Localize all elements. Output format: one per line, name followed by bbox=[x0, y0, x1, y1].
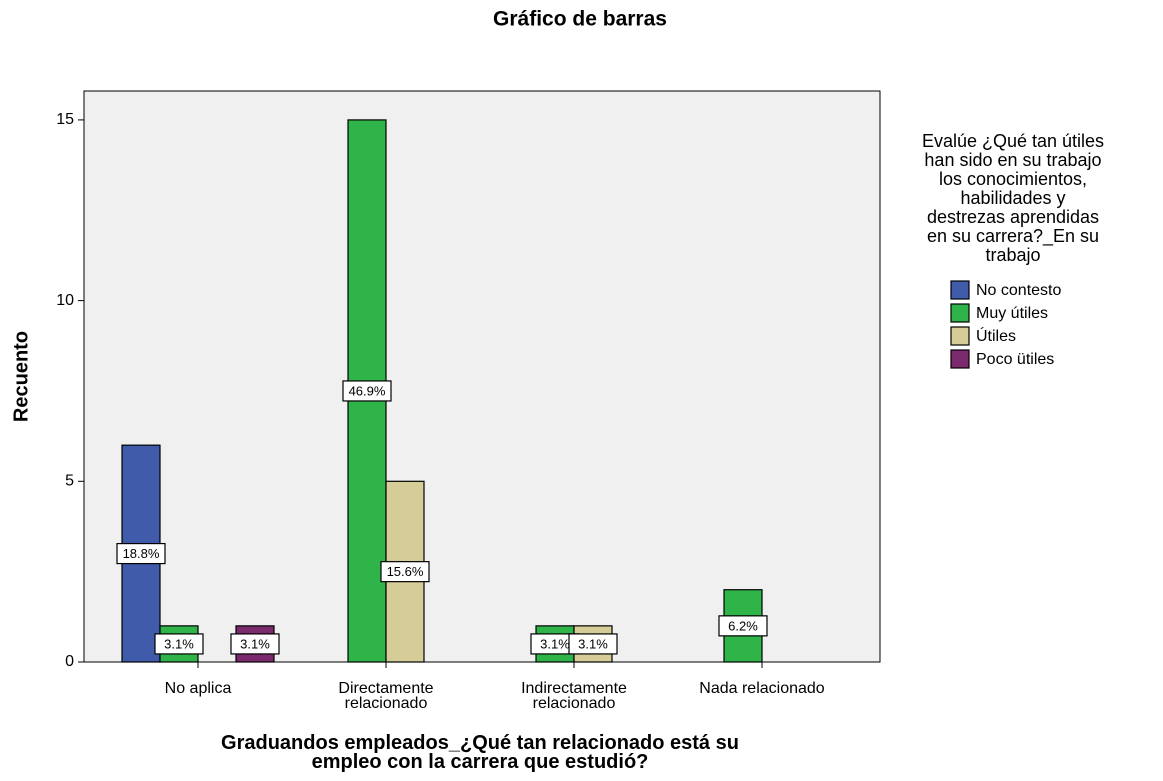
value-label-box bbox=[342, 380, 392, 402]
legend-swatch bbox=[950, 280, 970, 300]
value-label: 18.8% bbox=[123, 546, 160, 561]
x-tick-label: Indirectamente relacionado bbox=[521, 680, 627, 712]
y-tick-label: 10 bbox=[56, 292, 74, 309]
legend-swatch bbox=[950, 349, 970, 369]
value-label-box bbox=[380, 561, 430, 583]
value-label-box bbox=[568, 633, 618, 655]
y-tick-label: 5 bbox=[65, 473, 74, 490]
value-label: 15.6% bbox=[387, 564, 424, 579]
x-axis-label: Graduandos empleados_¿Qué tan relacionad… bbox=[221, 732, 739, 773]
x-tick-label: Directamente relacionado bbox=[338, 680, 433, 712]
y-tick-label: 15 bbox=[56, 111, 74, 128]
legend-title: Evalúe ¿Qué tan útiles han sido en su tra… bbox=[922, 131, 1104, 265]
x-tick-label: No aplica bbox=[165, 680, 232, 697]
plot-area bbox=[83, 90, 881, 663]
value-label: 3.1% bbox=[240, 636, 270, 651]
legend-swatch bbox=[950, 326, 970, 346]
value-label: 3.1% bbox=[164, 636, 194, 651]
value-label-box bbox=[116, 542, 166, 565]
legend-label: Poco ütiles bbox=[976, 351, 1054, 368]
value-label: 46.9% bbox=[349, 383, 386, 398]
value-label: 3.1% bbox=[540, 636, 570, 651]
legend-swatch bbox=[950, 303, 970, 323]
legend-label: Muy útiles bbox=[976, 305, 1048, 322]
legend-label: Útiles bbox=[976, 326, 1016, 345]
value-label: 3.1% bbox=[578, 636, 608, 651]
value-label: 6.2% bbox=[728, 618, 758, 633]
value-label-box bbox=[154, 633, 204, 655]
x-tick-label: Nada relacionado bbox=[699, 680, 825, 697]
y-tick-label: 0 bbox=[65, 653, 74, 670]
y-axis-label: Recuento bbox=[10, 331, 32, 422]
chart-title: Gráfico de barras bbox=[493, 8, 667, 31]
value-label-box bbox=[230, 633, 280, 655]
legend-label: No contesto bbox=[976, 282, 1061, 299]
value-label-box bbox=[718, 615, 768, 637]
